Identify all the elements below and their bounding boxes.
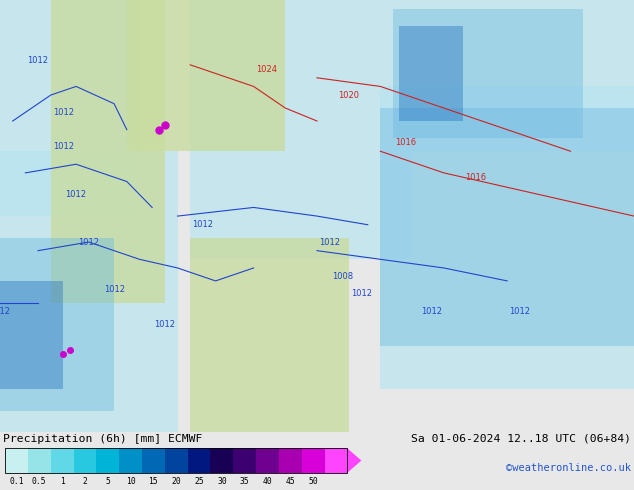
Bar (279, 448, 302, 473)
Text: 1012: 1012 (78, 238, 100, 246)
Bar (0, 281, 63, 389)
Text: 40: 40 (262, 477, 273, 486)
Text: 1012: 1012 (53, 143, 74, 151)
Bar (233, 448, 256, 473)
Text: 10: 10 (126, 477, 136, 486)
Text: 1012: 1012 (27, 56, 49, 65)
Bar (399, 26, 463, 121)
Bar (0, 0, 139, 216)
Bar (256, 448, 279, 473)
Text: 1012: 1012 (103, 285, 125, 294)
Bar (210, 448, 233, 473)
Text: 1012: 1012 (53, 108, 74, 117)
Bar (51, 448, 74, 473)
Bar (5, 448, 347, 473)
Text: 1012: 1012 (0, 307, 11, 316)
Text: 0.5: 0.5 (32, 477, 47, 486)
Bar (127, 0, 285, 151)
Text: 0.1: 0.1 (9, 477, 24, 486)
Text: 1012: 1012 (319, 238, 340, 246)
Text: 1008: 1008 (332, 272, 353, 281)
Polygon shape (347, 448, 361, 473)
Text: 1012: 1012 (351, 290, 372, 298)
Bar (119, 448, 142, 473)
Text: 2: 2 (82, 477, 87, 486)
Text: 30: 30 (217, 477, 227, 486)
Text: 1012: 1012 (65, 190, 87, 199)
Text: 1020: 1020 (338, 91, 359, 99)
Text: Precipitation (6h) [mm] ECMWF: Precipitation (6h) [mm] ECMWF (3, 434, 202, 444)
Bar (51, 0, 165, 302)
Bar (74, 448, 96, 473)
Text: 1012: 1012 (420, 307, 442, 316)
Bar (412, 0, 634, 151)
Text: 5: 5 (105, 477, 110, 486)
Bar (393, 9, 583, 138)
Text: 20: 20 (171, 477, 181, 486)
Bar (380, 86, 634, 389)
Bar (190, 238, 349, 432)
Text: 1: 1 (60, 477, 65, 486)
Bar (5, 448, 28, 473)
Text: 45: 45 (285, 477, 295, 486)
Text: 1012: 1012 (509, 307, 531, 316)
Bar (188, 448, 210, 473)
Text: 50: 50 (308, 477, 318, 486)
Bar (96, 448, 119, 473)
Text: 1016: 1016 (395, 138, 417, 147)
Text: 1024: 1024 (256, 65, 277, 74)
Bar (0, 151, 178, 432)
Text: 1012: 1012 (154, 319, 176, 329)
Bar (0, 238, 114, 411)
Bar (190, 0, 412, 259)
Bar (380, 108, 634, 346)
Text: ©weatheronline.co.uk: ©weatheronline.co.uk (506, 463, 631, 473)
Bar (165, 448, 188, 473)
Bar (302, 448, 325, 473)
Text: Sa 01-06-2024 12..18 UTC (06+84): Sa 01-06-2024 12..18 UTC (06+84) (411, 434, 631, 444)
Text: 25: 25 (194, 477, 204, 486)
Text: 15: 15 (148, 477, 158, 486)
Bar (325, 448, 347, 473)
Text: 35: 35 (240, 477, 250, 486)
Text: 1016: 1016 (465, 172, 486, 182)
Bar (28, 448, 51, 473)
Text: 1012: 1012 (192, 220, 214, 229)
Bar (142, 448, 165, 473)
